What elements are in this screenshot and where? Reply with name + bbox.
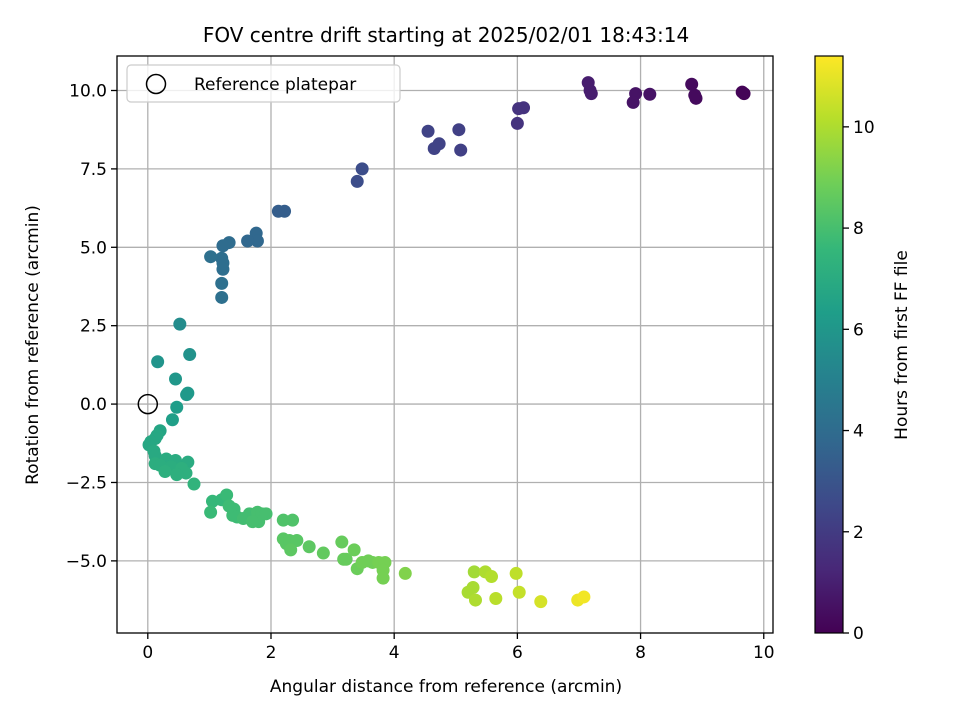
data-point: [735, 85, 749, 99]
data-point: [468, 593, 482, 607]
colorbar-tick-label: 4: [853, 422, 864, 442]
data-point: [485, 570, 499, 584]
data-point: [350, 174, 364, 188]
data-point: [204, 505, 218, 519]
data-point: [286, 513, 300, 527]
data-point: [302, 540, 316, 554]
data-point: [347, 543, 361, 557]
y-tick-label: 10.0: [69, 81, 107, 101]
x-axis-ticks: 0 2 4 6 8 10: [142, 633, 775, 663]
data-point: [165, 413, 179, 427]
data-point: [169, 372, 183, 386]
colorbar: 0 2 4 6 8 10 Hours from first FF file: [814, 55, 912, 644]
data-point: [216, 239, 230, 253]
data-point: [290, 533, 304, 547]
data-point: [246, 515, 260, 529]
colorbar-tick-label: 0: [853, 624, 864, 644]
y-tick-label: 7.5: [80, 160, 107, 180]
data-point: [398, 566, 412, 580]
data-point: [170, 400, 184, 414]
data-point: [250, 234, 264, 248]
chart-title: FOV centre drift starting at 2025/02/01 …: [203, 23, 689, 47]
reference-point: [137, 393, 159, 415]
data-point: [183, 348, 197, 362]
y-tick-label: 0.0: [80, 395, 107, 415]
data-point: [427, 142, 441, 156]
colorbar-tick-label: 2: [853, 523, 864, 543]
colorbar-tick-label: 10: [853, 118, 875, 138]
colorbar-ticks: 0 2 4 6 8 10: [843, 118, 875, 644]
data-point: [187, 477, 201, 491]
colorbar-label: Hours from first FF file: [892, 250, 912, 440]
reference-marker: [137, 393, 159, 415]
data-point: [316, 546, 330, 560]
data-point: [170, 468, 184, 482]
data-point: [215, 290, 229, 304]
data-point: [241, 234, 255, 248]
data-point: [509, 566, 523, 580]
data-point: [216, 262, 230, 276]
x-tick-label: 8: [635, 643, 646, 663]
data-point: [284, 543, 298, 557]
data-point: [577, 590, 591, 604]
x-tick-label: 2: [266, 643, 277, 663]
data-point: [489, 592, 503, 606]
data-point: [180, 388, 194, 402]
data-point: [467, 565, 481, 579]
y-tick-label: −5.0: [66, 552, 107, 572]
x-tick-label: 10: [753, 643, 775, 663]
data-point: [534, 595, 548, 609]
data-point: [355, 162, 369, 176]
legend: Reference platepar: [126, 64, 401, 103]
colorbar-tick-label: 8: [853, 219, 864, 239]
data-point: [626, 95, 640, 109]
colorbar-gradient: [815, 56, 843, 633]
data-point: [151, 355, 165, 369]
y-tick-label: 2.5: [80, 317, 107, 337]
scatter-points: [142, 76, 751, 609]
data-point: [685, 77, 699, 91]
data-point: [510, 116, 524, 130]
y-tick-label: −2.5: [66, 473, 107, 493]
x-tick-label: 6: [512, 643, 523, 663]
axes-frame: [116, 55, 774, 634]
data-point: [276, 513, 290, 527]
data-point: [421, 124, 435, 138]
legend-marker: [145, 73, 167, 95]
x-axis-label: Angular distance from reference (arcmin): [270, 677, 622, 697]
legend-entry: Reference platepar: [194, 75, 356, 95]
data-point: [215, 276, 229, 290]
data-point: [512, 585, 526, 599]
y-axis-label: Rotation from reference (arcmin): [23, 205, 43, 485]
data-point: [220, 488, 234, 502]
data-point: [454, 143, 468, 157]
data-point: [259, 507, 273, 521]
data-point: [204, 250, 218, 264]
x-tick-label: 0: [142, 643, 153, 663]
y-tick-label: 5.0: [80, 238, 107, 258]
colorbar-frame: [814, 55, 844, 634]
grid-lines: [117, 56, 773, 633]
data-point: [271, 204, 285, 218]
data-point: [173, 317, 187, 331]
data-point: [335, 535, 349, 549]
data-point: [688, 88, 702, 102]
data-point: [158, 465, 172, 479]
colorbar-tick-label: 6: [853, 320, 864, 340]
legend-box: [126, 64, 401, 103]
y-axis-ticks: −5.0 −2.5 0.0 2.5 5.0 7.5 10.0: [66, 81, 117, 572]
data-point: [452, 123, 466, 137]
data-point: [643, 87, 657, 101]
data-point: [512, 102, 526, 116]
data-point: [376, 571, 390, 585]
data-point: [339, 552, 353, 566]
data-point: [581, 76, 595, 90]
x-tick-label: 4: [389, 643, 400, 663]
